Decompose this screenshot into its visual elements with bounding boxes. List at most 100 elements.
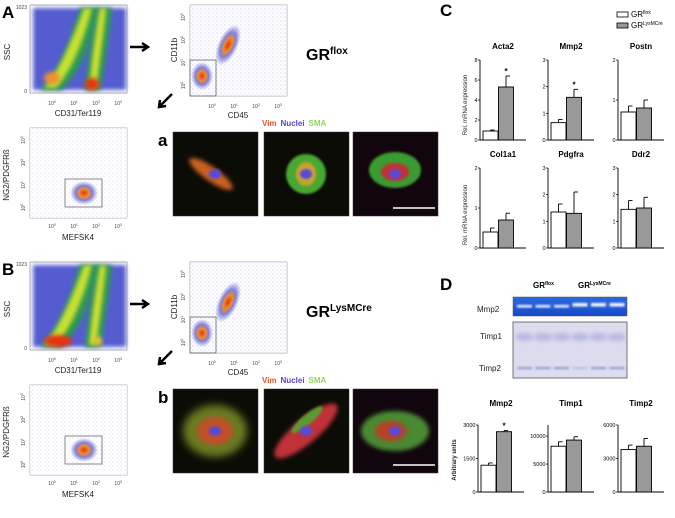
y-axis-label-ng2: NG2/PDGFRß [2, 406, 11, 458]
gel-band-mmp2 [535, 305, 551, 308]
tick-exp: 2 [258, 360, 260, 364]
chart-title: Pdgfra [558, 150, 584, 159]
tick-base: 10 [114, 481, 120, 487]
tick-exp: 2 [180, 36, 184, 38]
panel-label-d: D [440, 275, 452, 294]
chart-title: Acta2 [492, 42, 514, 51]
fluorescence-image [172, 388, 259, 474]
y-axis-label-ng2: NG2/PDGFRß [2, 149, 11, 201]
x-tick: 101 [70, 100, 78, 107]
cell-nucleus [389, 169, 401, 179]
y-tick: 101 [20, 438, 27, 446]
tick-base: 10 [92, 358, 98, 364]
cell-population [70, 181, 98, 205]
legend-label-lysmcre: GRLysMCre [631, 21, 663, 30]
tick-base: 10 [92, 101, 98, 107]
y-tick: 103 [20, 136, 27, 144]
y-tick: 102 [20, 159, 27, 167]
bar-grflox [550, 445, 567, 493]
tick-base: 10 [21, 395, 27, 401]
y-tick-label: 2 [474, 118, 477, 124]
fluorescence-image [263, 388, 350, 474]
bar-chart-col1a1: Col1a1 0 1 2 [474, 150, 526, 252]
tick-base: 10 [252, 104, 258, 110]
tick-base: 10 [21, 138, 27, 144]
bar-chart-ddr2: Ddr2 0 1 2 3 [612, 150, 664, 252]
cell-actin [291, 406, 323, 434]
y-tick-label: 0 [474, 246, 477, 252]
cell-nucleus [389, 426, 401, 436]
tick-base: 10 [48, 101, 54, 107]
y-tick-label: 0 [612, 490, 615, 496]
arrow-right-icon [130, 41, 151, 53]
gel-band-mmp2 [554, 305, 569, 308]
tick-base: 10 [181, 295, 187, 301]
y-tick-label: 1 [612, 219, 615, 225]
tick-base: 10 [114, 358, 120, 364]
y-tick: 103 [20, 393, 27, 401]
density-band [44, 265, 92, 345]
significance-star: * [572, 80, 576, 89]
y-tick: 101 [20, 181, 27, 189]
bar-grlysmcre [566, 439, 582, 493]
chart-title: Mmp2 [559, 42, 583, 51]
y-axis-label-ssc: SSC [3, 301, 12, 318]
x-tick: 100 [48, 223, 56, 230]
tick-exp: 1 [20, 181, 24, 183]
gel-group-lysmcre: GRLysMCre [578, 281, 611, 290]
x-tick: 100 [208, 103, 216, 110]
legend-swatch-flox [616, 11, 629, 18]
panel-label-b: B [2, 260, 14, 279]
y-tick-label: 0 [472, 490, 475, 496]
panel-c: C GRflox GRLysMCre Rel. mRNA expression … [440, 1, 663, 245]
tick-exp: 1 [76, 100, 78, 104]
tick-base: 10 [70, 358, 76, 364]
tick-base: 10 [114, 224, 120, 230]
gel-band-timp1 [571, 333, 589, 341]
tick-base: 10 [21, 417, 27, 423]
y-axis-label-cd11b: CD11b [170, 294, 179, 319]
bar-grlysmcre [566, 212, 582, 249]
gel-band-timp2 [572, 367, 588, 370]
tick-base: 10 [21, 205, 27, 211]
y-tick-label: 1 [542, 219, 545, 225]
tick-exp: 2 [180, 293, 184, 295]
bar-grflox [550, 122, 567, 141]
tick-base: 10 [181, 272, 187, 278]
y-tick-label: 1 [542, 111, 545, 117]
tick-base: 10 [274, 104, 280, 110]
tick-exp: 3 [20, 393, 24, 395]
fluorescence-image [263, 131, 350, 217]
y-axis-label-c-top: Rel. mRNA expression [463, 75, 469, 135]
x-tick: 103 [114, 357, 122, 364]
gel-row-mmp2: Mmp2 [477, 305, 500, 314]
cell-nucleus [209, 169, 221, 179]
y-tick-label: 6000 [603, 423, 615, 429]
bar-grflox [482, 231, 499, 249]
tick-exp: 1 [236, 103, 238, 107]
legend-swatch-lysmcre [616, 22, 629, 29]
x-axis-label-cd45: CD45 [228, 368, 249, 377]
tick-base: 10 [21, 183, 27, 189]
tick-exp: 2 [98, 223, 100, 227]
gel-band-timp2 [554, 367, 569, 370]
x-tick: 103 [114, 223, 122, 230]
bar-grflox [620, 208, 637, 249]
tick-exp: 0 [180, 339, 184, 341]
y-tick: 101 [180, 316, 187, 324]
density-hotspot [85, 78, 99, 90]
chart-title: Ddr2 [632, 150, 651, 159]
tick-exp: 0 [54, 223, 56, 227]
gel-band-timp2 [609, 367, 625, 370]
fluorescence-image [352, 131, 439, 217]
bar-chart-timp1: Timp1 0 5000 10000 [530, 399, 594, 496]
y-tick: 103 [180, 13, 187, 21]
panel-sublabel-b: b [158, 388, 168, 407]
y-tick: 1023 [16, 262, 27, 268]
y-tick: 1023 [16, 5, 27, 11]
y-tick-label: 0 [542, 490, 545, 496]
tick-base: 10 [208, 104, 214, 110]
stain-sma: SMA [309, 119, 327, 128]
